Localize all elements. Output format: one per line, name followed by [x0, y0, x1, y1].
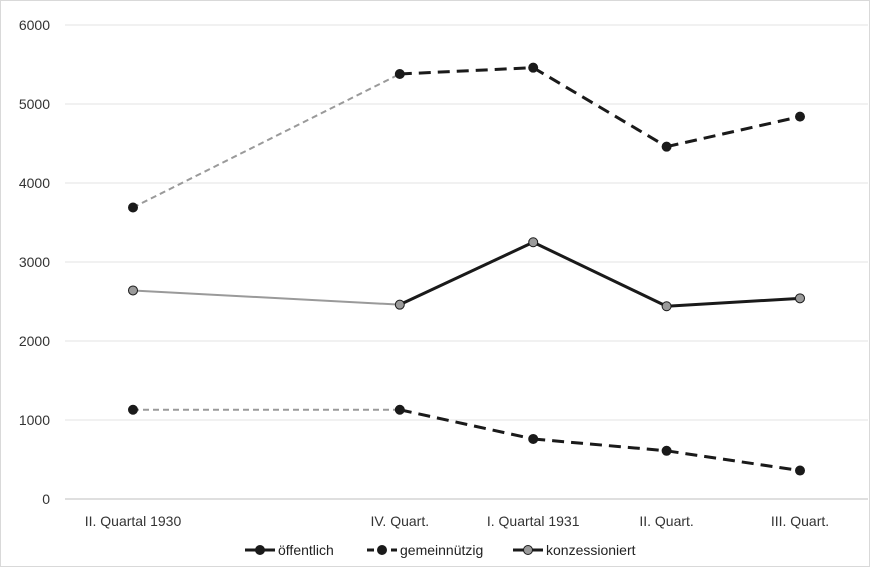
y-tick-label: 5000 [19, 96, 50, 112]
y-tick-label: 3000 [19, 254, 50, 270]
series-line-segment [132, 73, 401, 209]
x-axis: II. Quartal 1930 IV. Quart. I. Quartal 193… [85, 513, 829, 529]
series-line-segment [532, 66, 668, 148]
data-point [528, 62, 539, 73]
data-point [795, 293, 805, 304]
series-line-segment [533, 437, 667, 453]
series-line-segment [666, 296, 801, 308]
series-line-segment [399, 66, 534, 76]
x-tick-label: II. Quartal 1930 [85, 513, 182, 529]
series-line-segment [399, 240, 534, 307]
data-point [661, 301, 672, 312]
series-line-segment [666, 115, 801, 149]
data-point [528, 433, 539, 444]
y-tick-label: 4000 [19, 175, 50, 191]
legend-marker [377, 545, 387, 555]
y-axis: 0 1000 2000 3000 4000 5000 6000 [19, 17, 50, 507]
data-point [394, 404, 405, 415]
series-line-segment [132, 289, 400, 306]
series-line-segment [666, 449, 801, 473]
series-line-segment [532, 240, 668, 308]
y-tick-label: 1000 [19, 412, 50, 428]
x-tick-label: IV. Quart. [370, 513, 429, 529]
data-point [128, 404, 138, 415]
legend-marker [255, 545, 265, 555]
x-tick-label: II. Quart. [639, 513, 693, 529]
legend-marker [523, 545, 533, 555]
data-point [394, 299, 405, 310]
y-tick-label: 2000 [19, 333, 50, 349]
legend: öffentlich gemeinnützig konzessioniert [245, 542, 636, 558]
data-point [795, 111, 805, 122]
legend-label: konzessioniert [546, 542, 636, 558]
series-line-segment [399, 408, 534, 441]
data-point [661, 445, 672, 456]
y-tick-label: 6000 [19, 17, 50, 33]
data-point [128, 285, 138, 296]
data-point [661, 141, 672, 152]
data-point [795, 465, 805, 476]
data-point [528, 237, 539, 248]
legend-label: gemeinnützig [400, 542, 483, 558]
legend-label: öffentlich [278, 542, 334, 558]
x-tick-label: I. Quartal 1931 [487, 513, 580, 529]
y-tick-label: 0 [42, 491, 50, 507]
series-group [128, 62, 805, 476]
data-point [128, 202, 138, 213]
data-point [394, 68, 405, 79]
grid-lines [65, 24, 868, 500]
x-tick-label: III. Quart. [771, 513, 829, 529]
